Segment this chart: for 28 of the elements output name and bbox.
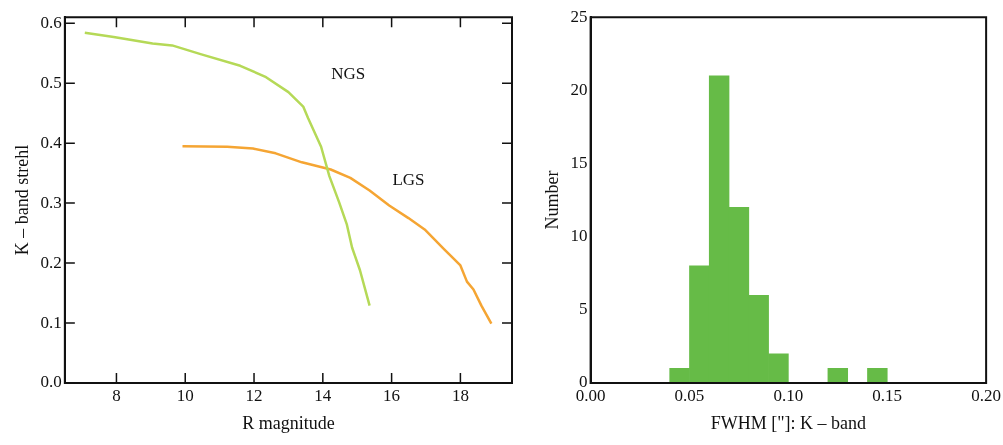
x-tick-label: 8 xyxy=(112,385,121,405)
x-tick-label: 0.15 xyxy=(872,385,903,405)
text: NGS xyxy=(331,64,366,84)
y-axis-title: Number xyxy=(541,170,562,230)
y-tick-label: 0.1 xyxy=(40,312,62,332)
y-tick-label: 25 xyxy=(570,6,588,26)
x-axis-title: R magnitude xyxy=(242,412,335,433)
y-tick-label: 0.2 xyxy=(40,252,62,272)
x-tick-label: 18 xyxy=(451,385,469,405)
x-tick-label: 10 xyxy=(176,385,194,405)
y-axis-title: K – band strehl xyxy=(11,144,32,256)
y-tick-label: 10 xyxy=(570,226,588,246)
x-axis-title: FWHM ["]: K – band xyxy=(710,412,867,433)
y-tick-label: 5 xyxy=(579,299,588,319)
y-tick-label: 0.5 xyxy=(40,72,62,92)
x-tick-label: 14 xyxy=(314,385,332,405)
y-tick-label: 0.6 xyxy=(40,12,62,32)
y-tick-label: 0.3 xyxy=(40,192,62,212)
y-tick-label: 20 xyxy=(570,79,588,99)
x-tick-label: 0.05 xyxy=(674,385,705,405)
y-tick-label: 0.4 xyxy=(40,132,63,152)
x-tick-label: 0.20 xyxy=(971,385,1001,405)
x-tick-label: 12 xyxy=(245,385,263,405)
y-tick-label: 15 xyxy=(570,152,588,172)
series-label: LGS xyxy=(392,169,425,189)
y-tick-label: 0.0 xyxy=(40,372,62,392)
x-tick-label: 0.10 xyxy=(773,385,804,405)
x-tick-label: 16 xyxy=(383,385,401,405)
